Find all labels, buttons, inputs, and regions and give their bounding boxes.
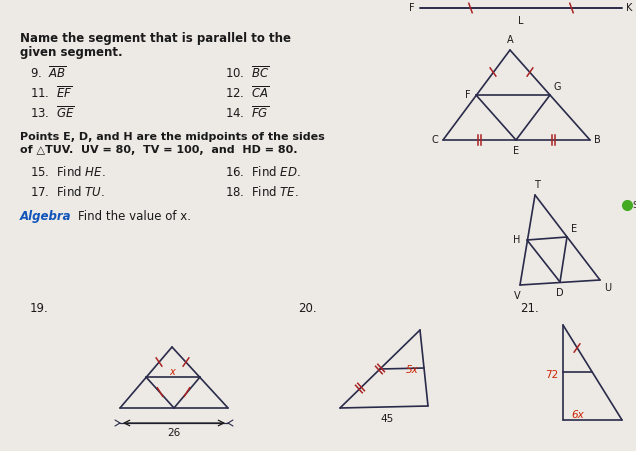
Text: H: H [513, 235, 520, 245]
Text: 19.: 19. [30, 302, 49, 315]
Text: C: C [431, 135, 438, 145]
Text: 5x: 5x [406, 365, 418, 375]
Text: 14.  $\overline{FG}$: 14. $\overline{FG}$ [225, 105, 269, 121]
Text: 16.  Find $ED$.: 16. Find $ED$. [225, 165, 301, 179]
Text: of △TUV.  UV = 80,  TV = 100,  and  HD = 80.: of △TUV. UV = 80, TV = 100, and HD = 80. [20, 145, 298, 155]
Text: F: F [466, 90, 471, 100]
Text: E: E [513, 146, 519, 156]
Text: L: L [518, 16, 524, 26]
Text: Algebra: Algebra [20, 210, 71, 223]
Text: given segment.: given segment. [20, 46, 123, 59]
Text: A: A [507, 35, 513, 45]
Text: 11.  $\overline{EF}$: 11. $\overline{EF}$ [30, 85, 73, 101]
Text: 20.: 20. [298, 302, 317, 315]
Text: 72: 72 [545, 370, 558, 380]
Text: 13.  $\overline{GE}$: 13. $\overline{GE}$ [30, 105, 74, 121]
Text: U: U [604, 283, 611, 293]
Text: 18.  Find $TE$.: 18. Find $TE$. [225, 185, 299, 199]
Text: 21.: 21. [520, 302, 539, 315]
Text: Se: Se [632, 201, 636, 210]
Text: T: T [534, 180, 540, 190]
Text: B: B [594, 135, 601, 145]
Text: 10.  $\overline{BC}$: 10. $\overline{BC}$ [225, 65, 270, 81]
Text: Find the value of x.: Find the value of x. [78, 210, 191, 223]
Text: 6x: 6x [571, 410, 584, 420]
Text: G: G [553, 82, 560, 92]
Text: 9.  $\overline{AB}$: 9. $\overline{AB}$ [30, 65, 67, 81]
Text: F: F [410, 3, 415, 13]
Text: E: E [571, 224, 577, 234]
Text: 17.  Find $TU$.: 17. Find $TU$. [30, 185, 105, 199]
Text: Points E, D, and H are the midpoints of the sides: Points E, D, and H are the midpoints of … [20, 132, 325, 142]
Text: Name the segment that is parallel to the: Name the segment that is parallel to the [20, 32, 291, 45]
Text: 15.  Find $HE$.: 15. Find $HE$. [30, 165, 111, 179]
Text: D: D [556, 288, 563, 298]
Text: 26: 26 [167, 428, 181, 438]
Text: x: x [169, 367, 175, 377]
Text: 12.  $\overline{CA}$: 12. $\overline{CA}$ [225, 85, 270, 101]
Text: V: V [514, 291, 520, 301]
Text: 45: 45 [380, 414, 394, 424]
Text: K: K [626, 3, 632, 13]
